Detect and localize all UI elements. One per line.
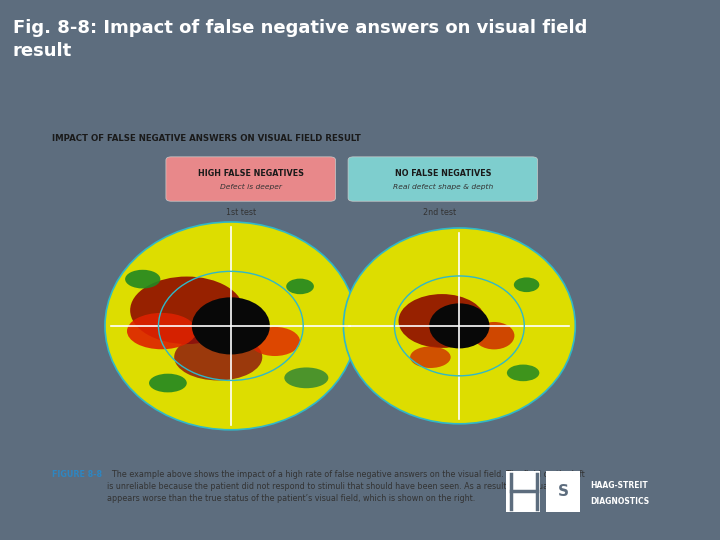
Ellipse shape <box>174 334 262 381</box>
Bar <box>506 471 540 512</box>
Ellipse shape <box>343 228 575 424</box>
Ellipse shape <box>250 327 300 356</box>
FancyBboxPatch shape <box>348 157 538 201</box>
Text: Defect is deeper: Defect is deeper <box>220 184 282 190</box>
Text: 1st test: 1st test <box>225 208 256 217</box>
Text: FIGURE 8-8: FIGURE 8-8 <box>52 470 102 479</box>
Ellipse shape <box>474 322 514 349</box>
Ellipse shape <box>284 367 328 388</box>
Text: NO FALSE NEGATIVES: NO FALSE NEGATIVES <box>395 168 491 178</box>
FancyBboxPatch shape <box>166 157 336 201</box>
Ellipse shape <box>130 276 243 344</box>
Text: DIAGNOSTICS: DIAGNOSTICS <box>590 497 649 505</box>
Text: S: S <box>558 484 569 499</box>
Ellipse shape <box>429 303 490 348</box>
Ellipse shape <box>514 278 539 292</box>
Ellipse shape <box>125 270 161 288</box>
Text: HAAG-STREIT: HAAG-STREIT <box>590 481 647 490</box>
Ellipse shape <box>398 294 485 348</box>
Ellipse shape <box>287 279 314 294</box>
Ellipse shape <box>127 313 197 349</box>
Ellipse shape <box>149 374 186 393</box>
Ellipse shape <box>192 298 270 354</box>
Bar <box>546 471 580 512</box>
Text: Real defect shape & depth: Real defect shape & depth <box>392 184 493 190</box>
Text: HIGH FALSE NEGATIVES: HIGH FALSE NEGATIVES <box>198 168 304 178</box>
Ellipse shape <box>105 222 356 430</box>
Text: Fig. 8-8: Impact of false negative answers on visual field
result: Fig. 8-8: Impact of false negative answe… <box>13 19 588 59</box>
Text: 2nd test: 2nd test <box>423 208 456 217</box>
Ellipse shape <box>507 364 539 381</box>
Text: The example above shows the impact of a high rate of false negative answers on t: The example above shows the impact of a … <box>107 470 585 503</box>
Ellipse shape <box>410 347 451 368</box>
Text: IMPACT OF FALSE NEGATIVE ANSWERS ON VISUAL FIELD RESULT: IMPACT OF FALSE NEGATIVE ANSWERS ON VISU… <box>52 134 361 143</box>
